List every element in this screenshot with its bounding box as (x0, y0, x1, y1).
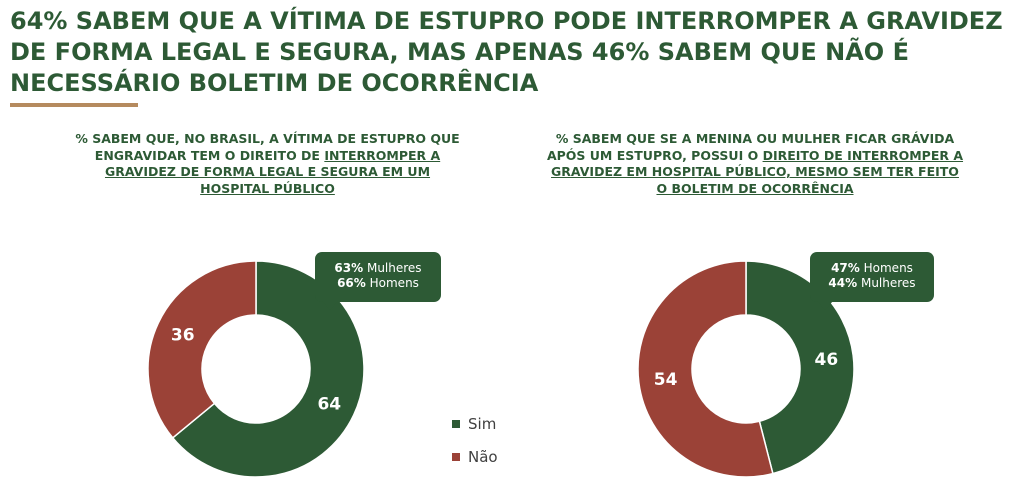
legend-item-sim: Sim (452, 414, 498, 434)
donut-chart-2: 46 54 (637, 260, 855, 478)
chart-2-callout-line-2: 44% Mulheres (820, 276, 924, 291)
chart-1-callout-pointer (322, 301, 338, 310)
chart-1-callout-value-1: 63% (334, 261, 364, 275)
legend-label-sim: Sim (468, 415, 497, 433)
chart-1-callout: 63% Mulheres 66% Homens (315, 252, 441, 302)
chart-2-title-plain: % SABEM QUE SE A MENINA OU MULHER FICAR … (546, 131, 955, 163)
chart-1-slice-sim (171, 260, 365, 478)
chart-2-callout-pointer (817, 301, 833, 310)
chart-legend: Sim Não (452, 414, 498, 480)
chart-2-slice-nao (637, 260, 774, 478)
chart-1-callout-line-1: 63% Mulheres (325, 261, 431, 276)
legend-label-nao: Não (468, 448, 498, 466)
legend-item-nao: Não (452, 447, 498, 467)
page-headline: 64% SABEM QUE A VÍTIMA DE ESTUPRO PODE I… (10, 7, 1003, 97)
chart-2-slice-label-nao: 54 (654, 370, 678, 390)
chart-1-callout-label-1: Mulheres (363, 261, 422, 275)
chart-2-callout: 47% Homens 44% Mulheres (810, 252, 934, 302)
chart-2-callout-value-2: 44% (828, 276, 858, 290)
chart-2-callout-label-1: Homens (859, 261, 913, 275)
donut-chart-1: 64 36 (147, 260, 365, 478)
legend-swatch-sim (452, 420, 460, 428)
chart-2-callout-line-1: 47% Homens (820, 261, 924, 276)
chart-1-callout-label-2: Homens (365, 276, 419, 290)
chart-2-title-underlined: DIREITO DE INTERROMPER A GRAVIDEZ EM HOS… (551, 147, 964, 196)
chart-1-callout-value-2: 66% (337, 276, 366, 290)
chart-2-callout-value-1: 47% (831, 261, 860, 275)
headline-underline-rule (10, 103, 138, 107)
chart-1-title-plain: % SABEM QUE, NO BRASIL, A VÍTIMA DE ESTU… (75, 131, 460, 163)
chart-2-title: % SABEM QUE SE A MENINA OU MULHER FICAR … (545, 131, 965, 197)
chart-1-slice-label-nao: 36 (171, 326, 195, 346)
chart-2-slice-label-sim: 46 (815, 350, 839, 370)
chart-1-slice-nao (147, 260, 257, 439)
chart-1-slice-label-sim: 64 (317, 394, 341, 414)
chart-2-callout-label-2: Mulheres (857, 276, 916, 290)
chart-1-title: % SABEM QUE, NO BRASIL, A VÍTIMA DE ESTU… (75, 131, 460, 197)
legend-swatch-nao (452, 453, 460, 461)
chart-1-callout-line-2: 66% Homens (325, 276, 431, 291)
chart-1-title-underlined: INTERROMPER A GRAVIDEZ DE FORMA LEGAL E … (104, 147, 441, 196)
